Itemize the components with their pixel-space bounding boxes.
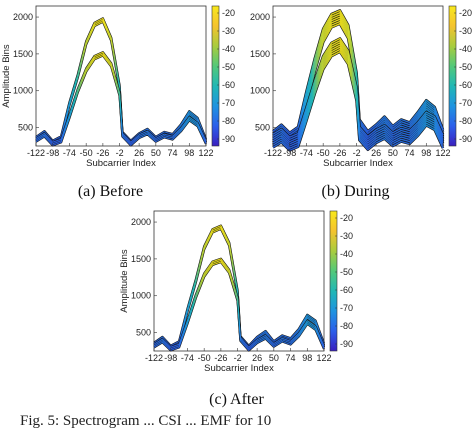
y-tick-label: 2000 xyxy=(131,217,151,227)
x-tick-label: 122 xyxy=(316,353,331,363)
x-tick-label: 74 xyxy=(286,353,296,363)
x-tick-label: -122 xyxy=(145,353,163,363)
x-axis-label: Subcarrier Index xyxy=(323,158,393,169)
x-tick-label: -50 xyxy=(317,148,330,158)
colorbar-tick-label: -70 xyxy=(222,98,235,108)
colorbar-tick-label: -40 xyxy=(340,249,353,259)
x-tick-label: -98 xyxy=(164,353,177,363)
subplot-during: -122 -98 -74 -50 -26 -2 26 50 74 98 122 500 1000 1500… xyxy=(237,0,474,205)
subplot-after: -122 -98 -74 -50 -26 -2 26 50 74 98 122 500 1000 1500… xyxy=(118,205,355,410)
y-tick-label: 1500 xyxy=(250,49,270,59)
x-tick-label: -74 xyxy=(300,148,313,158)
colorbar xyxy=(211,5,220,147)
colorbar-tick-label: -80 xyxy=(340,321,353,331)
y-tick-label: 2000 xyxy=(250,12,270,22)
colorbar-tick-label: -40 xyxy=(459,44,472,54)
colorbar-tick-label: -50 xyxy=(459,62,472,72)
colorbar-tick-label: -70 xyxy=(340,303,353,313)
x-tick-label: -74 xyxy=(181,353,194,363)
x-tick-label: 74 xyxy=(168,148,178,158)
caption-before: (a) Before xyxy=(77,183,144,200)
y-axis-label: Amplitude Bins xyxy=(1,44,12,108)
colorbar-tick-label: -70 xyxy=(459,98,472,108)
colorbar-tick-label: -60 xyxy=(459,80,472,90)
colorbar-tick-label: -60 xyxy=(222,80,235,90)
colorbar xyxy=(448,5,457,147)
x-tick-label: -26 xyxy=(214,353,227,363)
colorbar-tick-label: -80 xyxy=(459,116,472,126)
y-tick-label: 1000 xyxy=(131,291,151,301)
y-tick-label: 1500 xyxy=(131,254,151,264)
colorbar-tick-label: -30 xyxy=(459,26,472,36)
x-tick-label: 26 xyxy=(252,353,262,363)
caption-during: (b) During xyxy=(321,183,390,200)
x-tick-label: -2 xyxy=(353,148,361,158)
colorbar-tick-label: -20 xyxy=(459,8,472,18)
x-tick-label: -26 xyxy=(96,148,109,158)
y-tick-label: 500 xyxy=(255,123,270,133)
y-tick-label: 500 xyxy=(136,328,151,338)
x-tick-label: 98 xyxy=(421,148,431,158)
x-tick-label: 50 xyxy=(388,148,398,158)
colorbar-tick-label: -20 xyxy=(340,213,353,223)
colorbar-tick-label: -90 xyxy=(222,134,235,144)
x-tick-label: -98 xyxy=(46,148,59,158)
colorbar-tick-label: -50 xyxy=(340,267,353,277)
x-tick-label: 50 xyxy=(269,353,279,363)
colorbar-tick-label: -50 xyxy=(222,62,235,72)
y-tick-label: 1500 xyxy=(13,49,33,59)
x-tick-label: -2 xyxy=(116,148,124,158)
x-tick-label: 98 xyxy=(302,353,312,363)
x-tick-label: -2 xyxy=(234,353,242,363)
x-axis-label: Subcarrier Index xyxy=(86,158,156,169)
chart-before: -122 -98 -74 -50 -26 -2 26 50 74 98 12250010001500… xyxy=(1,5,235,169)
caption-after: (c) After xyxy=(209,391,264,408)
colorbar xyxy=(329,210,338,352)
x-tick-label: -50 xyxy=(198,353,211,363)
x-tick-label: -74 xyxy=(63,148,76,158)
y-tick-label: 500 xyxy=(18,123,33,133)
series-trace-1 xyxy=(272,37,445,152)
x-axis-label: Subcarrier Index xyxy=(204,363,274,374)
colorbar-tick-label: -90 xyxy=(459,134,472,144)
x-tick-label: 26 xyxy=(134,148,144,158)
series-trace-1 xyxy=(35,51,207,147)
y-tick-label: 2000 xyxy=(13,12,33,22)
colorbar-tick-label: -20 xyxy=(222,8,235,18)
series-trace-1 xyxy=(153,257,326,352)
figure-caption-partial: Fig. 5: Spectrogram ... CSI ... EMF for … xyxy=(20,413,272,429)
x-tick-label: 122 xyxy=(198,148,213,158)
x-tick-label: -122 xyxy=(264,148,282,158)
colorbar-tick-label: -60 xyxy=(340,285,353,295)
subplot-before: -122 -98 -74 -50 -26 -2 26 50 74 98 122 500 1000 1500… xyxy=(0,0,237,205)
x-tick-label: -26 xyxy=(333,148,346,158)
x-tick-label: 26 xyxy=(371,148,381,158)
x-tick-label: -122 xyxy=(27,148,45,158)
colorbar-tick-label: -40 xyxy=(222,44,235,54)
x-tick-label: 74 xyxy=(405,148,415,158)
colorbar-tick-label: -80 xyxy=(222,116,235,126)
colorbar-tick-label: -30 xyxy=(340,231,353,241)
x-tick-label: -98 xyxy=(283,148,296,158)
y-axis-label: Amplitude Bins xyxy=(119,249,130,313)
chart-during: -122 -98 -74 -50 -26 -2 26 50 74 98 12250010001500… xyxy=(250,5,472,169)
colorbar-tick-label: -30 xyxy=(222,26,235,36)
x-tick-label: 50 xyxy=(151,148,161,158)
x-tick-label: -50 xyxy=(80,148,93,158)
y-tick-label: 1000 xyxy=(13,86,33,96)
x-tick-label: 122 xyxy=(435,148,450,158)
y-tick-label: 1000 xyxy=(250,86,270,96)
chart-after: -122 -98 -74 -50 -26 -2 26 50 74 98 12250010001500… xyxy=(119,210,353,374)
colorbar-tick-label: -90 xyxy=(340,339,353,349)
x-tick-label: 98 xyxy=(184,148,194,158)
